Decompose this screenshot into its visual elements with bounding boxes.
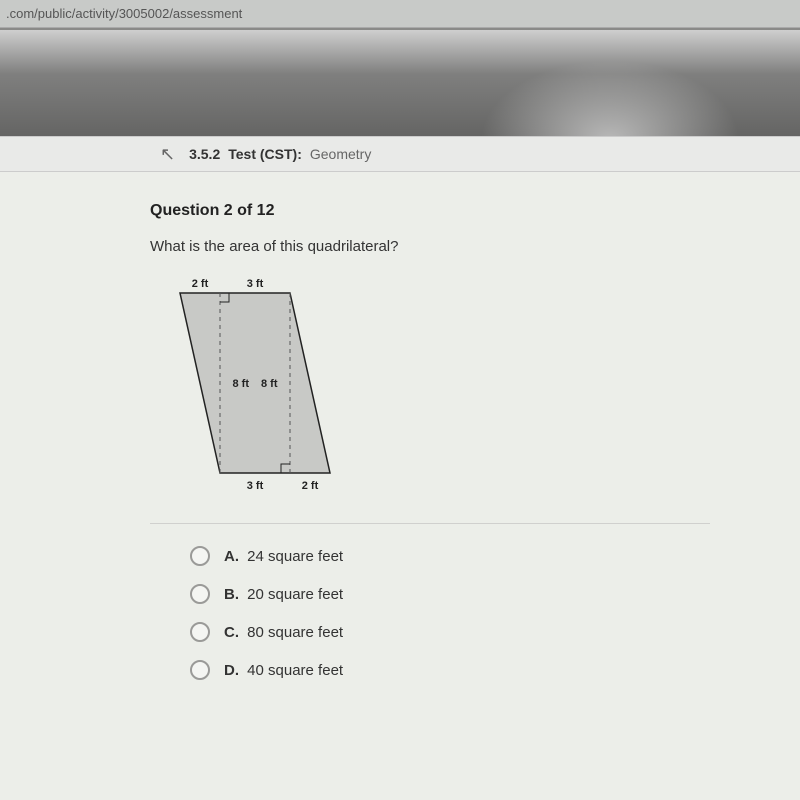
- radio-icon[interactable]: [190, 660, 210, 680]
- figure-svg: 2 ft 3 ft 3 ft 2 ft 8 ft 8 ft: [160, 273, 360, 503]
- quadrilateral-figure: 2 ft 3 ft 3 ft 2 ft 8 ft 8 ft: [160, 273, 360, 503]
- option-value: 40 square feet: [247, 662, 343, 679]
- answer-options: A. 24 square feet B. 20 square feet C. 8…: [150, 546, 710, 680]
- radio-icon[interactable]: [190, 622, 210, 642]
- label-height-right: 8 ft: [261, 378, 278, 390]
- test-title-bar: ↖ 3.5.2 Test (CST): Geometry: [0, 136, 800, 172]
- option-text: A. 24 square feet: [224, 548, 343, 565]
- test-number: 3.5.2: [189, 146, 220, 162]
- parallelogram-shape: [180, 293, 330, 473]
- radio-icon[interactable]: [190, 546, 210, 566]
- option-d[interactable]: D. 40 square feet: [190, 660, 710, 680]
- divider: [150, 523, 710, 524]
- url-text: .com/public/activity/3005002/assessment: [4, 6, 242, 21]
- option-letter: D.: [224, 662, 239, 679]
- option-text: D. 40 square feet: [224, 662, 343, 679]
- option-letter: A.: [224, 548, 239, 565]
- label-top-left: 2 ft: [192, 278, 209, 290]
- label-bottom-right: 2 ft: [302, 480, 319, 492]
- back-arrow-icon[interactable]: ↖: [160, 144, 175, 165]
- content-area: Question 2 of 12 What is the area of thi…: [0, 172, 800, 800]
- question-text: What is the area of this quadrilateral?: [150, 238, 710, 255]
- radio-icon[interactable]: [190, 584, 210, 604]
- option-b[interactable]: B. 20 square feet: [190, 584, 710, 604]
- option-c[interactable]: C. 80 square feet: [190, 622, 710, 642]
- url-bar: .com/public/activity/3005002/assessment: [0, 0, 800, 28]
- option-letter: B.: [224, 586, 239, 603]
- option-letter: C.: [224, 624, 239, 641]
- label-bottom-left: 3 ft: [247, 480, 264, 492]
- option-text: C. 80 square feet: [224, 624, 343, 641]
- label-height-left: 8 ft: [233, 378, 250, 390]
- label-top-right: 3 ft: [247, 278, 264, 290]
- option-value: 20 square feet: [247, 586, 343, 603]
- test-label: Test (CST):: [228, 146, 302, 162]
- option-value: 24 square feet: [247, 548, 343, 565]
- question-header: Question 2 of 12: [150, 202, 710, 220]
- test-subject: Geometry: [310, 146, 371, 162]
- option-text: B. 20 square feet: [224, 586, 343, 603]
- option-value: 80 square feet: [247, 624, 343, 641]
- screen-glare: [0, 30, 800, 140]
- option-a[interactable]: A. 24 square feet: [190, 546, 710, 566]
